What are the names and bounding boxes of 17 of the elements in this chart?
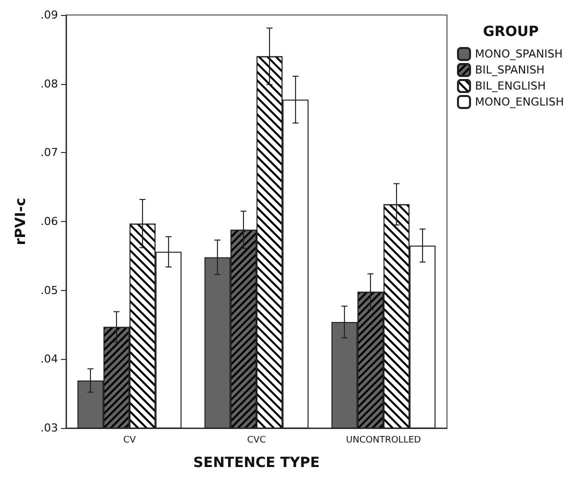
legend-label: BIL_SPANISH — [475, 64, 545, 76]
legend-label: MONO_ENGLISH — [475, 96, 564, 108]
y-tick-label: .03 — [40, 422, 58, 434]
y-tick-label: .07 — [40, 146, 58, 160]
legend-label: BIL_ENGLISH — [475, 80, 546, 92]
y-axis-title: rPVI-c — [13, 198, 29, 246]
x-tick-label: UNCONTROLLED — [346, 436, 422, 446]
y-tick-label: .09 — [40, 8, 58, 22]
y-tick-label: .05 — [40, 284, 58, 297]
y-tick-label: .08 — [40, 77, 58, 90]
x-tick-label: CV — [123, 436, 137, 446]
y-tick-label: .06 — [40, 215, 58, 228]
y-tick-label: .04 — [40, 352, 58, 366]
legend-title: GROUP — [483, 24, 539, 40]
x-tick-label: CVC — [247, 436, 266, 446]
x-axis-title: SENTENCE TYPE — [193, 455, 320, 471]
legend-label: MONO_SPANISH — [475, 48, 563, 60]
